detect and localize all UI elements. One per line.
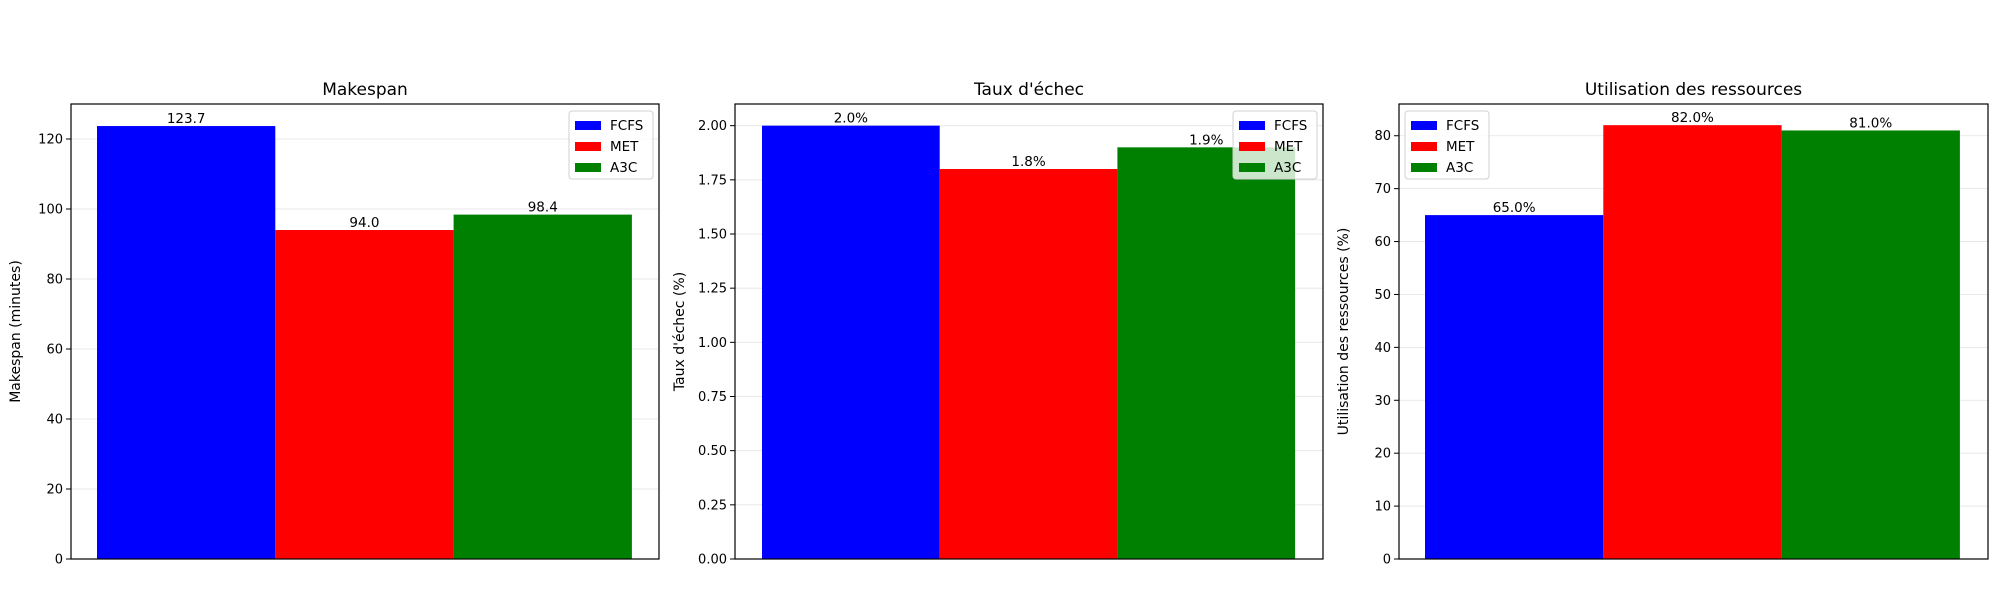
legend-swatch-fcfs bbox=[1411, 121, 1437, 130]
bar-a3c bbox=[1117, 147, 1296, 560]
legend-label: FCFS bbox=[610, 118, 643, 134]
legend: FCFS MET A3C bbox=[1404, 110, 1490, 180]
legend-swatch-met bbox=[575, 142, 601, 151]
bar-value-label: 1.8% bbox=[1011, 154, 1045, 170]
y-tick-label: 0 bbox=[1383, 553, 1391, 568]
legend-label: FCFS bbox=[1274, 118, 1307, 134]
chart-title: Taux d'échec bbox=[973, 80, 1084, 100]
y-tick-label: 120 bbox=[38, 133, 63, 148]
y-tick-label: 0.25 bbox=[698, 498, 727, 513]
legend-swatch-met bbox=[1411, 142, 1437, 151]
legend-label: A3C bbox=[1274, 160, 1301, 176]
y-tick-label: 10 bbox=[1374, 500, 1391, 515]
bar-value-label: 98.4 bbox=[528, 200, 558, 216]
legend-label: A3C bbox=[1446, 160, 1473, 176]
plot-frame bbox=[70, 103, 660, 560]
y-tick-label: 20 bbox=[46, 483, 63, 498]
y-tick-label: 0.75 bbox=[698, 390, 727, 405]
chart-panel-2: 0.00 0.25 0.50 0.75 1.00 1.25 1.50 1.75 2.00 2.0%… bbox=[672, 80, 1324, 568]
plot-frame bbox=[734, 103, 1324, 560]
y-axis-label: Makespan (minutes) bbox=[8, 260, 24, 403]
bar-value-label: 81.0% bbox=[1849, 115, 1892, 131]
y-tick-label: 20 bbox=[1374, 447, 1391, 462]
y-tick-label: 80 bbox=[1374, 129, 1391, 144]
bar-fcfs bbox=[762, 125, 940, 560]
bar-value-label: 123.7 bbox=[167, 111, 206, 127]
legend-swatch-a3c bbox=[1239, 163, 1265, 172]
chart-title: Utilisation des ressources bbox=[1585, 80, 1802, 100]
y-tick-label: 100 bbox=[38, 203, 63, 218]
legend: FCFS MET A3C bbox=[1232, 110, 1318, 180]
y-axis-label: Taux d'échec (%) bbox=[672, 272, 688, 392]
y-tick-label: 0.00 bbox=[698, 553, 727, 568]
legend-swatch-a3c bbox=[575, 163, 601, 172]
bar-value-label: 82.0% bbox=[1671, 110, 1714, 126]
chart-panel-3: 0 10 20 30 40 50 60 70 80 65.0% 82.0% 81.0% Utilisat… bbox=[1336, 80, 1989, 568]
chart-title: Makespan bbox=[322, 80, 408, 100]
y-tick-label: 60 bbox=[1374, 235, 1391, 250]
legend-swatch-a3c bbox=[1411, 163, 1437, 172]
bar-met bbox=[1603, 125, 1782, 560]
y-axis-label: Utilisation des ressources (%) bbox=[1336, 228, 1352, 436]
bar-value-label: 94.0 bbox=[349, 215, 379, 231]
legend-label: MET bbox=[610, 139, 639, 155]
y-tick-label: 40 bbox=[46, 413, 63, 428]
legend-swatch-fcfs bbox=[575, 121, 601, 130]
y-tick-label: 70 bbox=[1374, 182, 1391, 197]
y-tick-label: 0 bbox=[55, 553, 63, 568]
chart-panel-1: 0 20 40 60 80 100 120 123.7 94.0 98.4 Makespan Make… bbox=[8, 80, 660, 568]
y-tick-label: 0.50 bbox=[698, 444, 727, 459]
legend-label: A3C bbox=[610, 160, 637, 176]
bar-fcfs bbox=[1425, 215, 1604, 559]
y-tick-label: 50 bbox=[1374, 288, 1391, 303]
legend-label: MET bbox=[1446, 139, 1475, 155]
y-tick-label: 1.25 bbox=[698, 282, 727, 297]
plot-frame bbox=[1398, 103, 1989, 560]
bar-value-label: 1.9% bbox=[1189, 132, 1223, 148]
y-tick-label: 30 bbox=[1374, 394, 1391, 409]
legend-label: MET bbox=[1274, 139, 1303, 155]
bar-fcfs bbox=[97, 126, 276, 560]
y-tick-label: 80 bbox=[46, 273, 63, 288]
bar-met bbox=[939, 169, 1118, 559]
legend-swatch-fcfs bbox=[1239, 121, 1265, 130]
y-tick-label: 1.50 bbox=[698, 228, 727, 243]
legend-swatch-met bbox=[1239, 142, 1265, 151]
y-tick-label: 1.75 bbox=[698, 173, 727, 188]
bar-value-label: 65.0% bbox=[1493, 200, 1536, 216]
y-tick-label: 1.00 bbox=[698, 336, 727, 351]
bar-met bbox=[275, 230, 454, 559]
y-tick-label: 60 bbox=[46, 343, 63, 358]
y-tick-label: 40 bbox=[1374, 341, 1391, 356]
bar-a3c bbox=[453, 214, 632, 559]
legend-label: FCFS bbox=[1446, 118, 1479, 134]
bar-a3c bbox=[1781, 130, 1960, 559]
y-tick-label: 2.00 bbox=[698, 119, 727, 134]
bar-value-label: 2.0% bbox=[834, 111, 868, 127]
legend: FCFS MET A3C bbox=[568, 110, 654, 180]
